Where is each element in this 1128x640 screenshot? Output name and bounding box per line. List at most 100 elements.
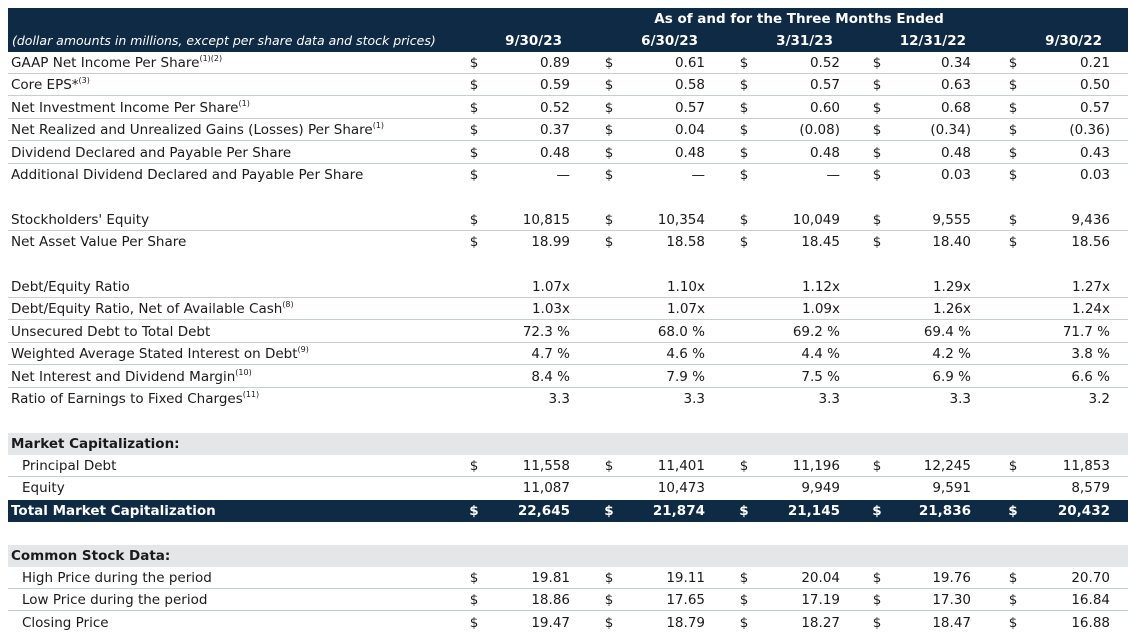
value-cell: 17.65 [666,592,705,609]
value-cell: 7.5 % [801,368,840,385]
section-header-market-cap: Market Capitalization: [8,433,1128,455]
value-cell: 0.43 [1079,144,1110,161]
currency-symbol: $ [739,122,749,139]
table-row: Debt/Equity Ratio, Net of Available Cash… [8,298,1128,321]
row-label-text: Debt/Equity Ratio [11,279,130,295]
value-cell: 1.12x [801,279,840,295]
currency-symbol: $ [739,503,749,519]
value-cell: 4.6 % [666,346,705,363]
row-label: Ratio of Earnings to Fixed Charges(11) [11,391,259,408]
row-label: Market Capitalization: [11,436,180,452]
currency-symbol: $ [872,122,882,139]
row-label-text: Equity [22,480,65,497]
value-cell: 4.2 % [932,346,971,363]
value-cell: 11,087 [522,480,570,497]
table-row: Unsecured Debt to Total Debt 72.3 % 68.0 %… [8,321,1128,343]
value-cell: 3.3 [949,391,971,407]
table-row: Ratio of Earnings to Fixed Charges(11) 3.… [8,388,1128,410]
currency-symbol: $ [872,592,882,609]
row-label-text: High Price during the period [22,570,212,586]
currency-symbol: $ [872,144,882,161]
currency-symbol: $ [604,234,614,251]
value-cell: 20.04 [801,570,840,586]
value-cell: 0.48 [674,144,705,161]
currency-symbol: $ [872,77,882,94]
currency-symbol: $ [604,503,614,519]
currency-symbol: $ [604,144,614,161]
currency-symbol: $ [1008,614,1018,631]
row-label: Additional Dividend Declared and Payable… [11,167,363,183]
value-cell: 1.09x [801,301,840,318]
value-cell: 8,579 [1071,480,1110,497]
value-cell: 22,645 [517,503,570,519]
row-label: Stockholders' Equity [11,212,149,228]
value-cell: 0.58 [674,77,705,94]
period-header: 12/31/22 [899,33,966,49]
table-row: Equity 11,087 10,473 9,949 9,591 8,579 [8,477,1128,499]
row-label: GAAP Net Income Per Share(1)(2) [11,55,222,72]
row-label: Debt/Equity Ratio [11,279,130,295]
value-cell: 69.4 % [923,323,971,340]
value-cell: 0.60 [809,99,840,116]
currency-symbol: $ [872,234,882,251]
currency-symbol: $ [469,122,479,139]
currency-symbol: $ [1008,77,1018,94]
value-cell: — [691,167,706,183]
row-label: Unsecured Debt to Total Debt [11,324,210,340]
value-cell: 0.59 [539,77,570,94]
row-label-text: Total Market Capitalization [11,503,216,519]
value-cell: 0.21 [1079,55,1110,71]
row-label-text: Core EPS* [11,77,79,94]
row-label-text: Market Capitalization: [11,436,180,452]
currency-symbol: $ [739,144,749,161]
period-span-title: As of and for the Three Months Ended [654,11,944,27]
value-cell: 71.7 % [1062,323,1110,340]
value-cell: 1.10x [666,279,705,295]
row-label-text: Dividend Declared and Payable Per Share [11,144,292,161]
row-label: High Price during the period [22,570,212,586]
row-label: Net Asset Value Per Share [11,234,186,250]
value-cell: 0.03 [1079,167,1110,183]
currency-symbol: $ [469,144,479,161]
value-cell: 9,591 [932,480,971,497]
value-cell: 0.34 [940,55,971,71]
value-cell: 0.63 [940,77,971,94]
value-cell: 16.84 [1071,592,1110,609]
value-cell: (0.36) [1069,122,1110,139]
value-cell: 3.8 % [1071,346,1110,363]
currency-symbol: $ [872,212,882,228]
currency-symbol: $ [604,212,614,228]
table-row: Net Interest and Dividend Margin(10) 8.4 … [8,366,1128,388]
table-row: Principal Debt $11,558 $11,401 $11,196 $12,2… [8,455,1128,477]
value-cell: (0.34) [930,122,971,139]
section-header-stock-data: Common Stock Data: [8,545,1128,567]
table-header-band [8,8,1128,52]
table-row: Stockholders' Equity $10,815 $10,354 $10,04… [8,209,1128,231]
value-cell: 1.07x [531,279,570,295]
currency-symbol: $ [1008,122,1018,139]
row-label-text: Net Investment Income Per Share [11,99,239,116]
value-cell: 11,853 [1062,458,1110,474]
currency-symbol: $ [604,122,614,139]
row-label-text: Closing Price [22,614,109,631]
value-cell: 17.30 [932,592,971,609]
value-cell: 21,874 [652,503,705,519]
value-cell: 6.6 % [1071,368,1110,385]
value-cell: 18.58 [666,234,705,251]
currency-symbol: $ [604,592,614,609]
value-cell: 10,815 [522,212,570,228]
value-cell: 3.3 [548,391,570,407]
value-cell: 0.48 [940,144,971,161]
row-label-text: Stockholders' Equity [11,212,150,228]
currency-symbol: $ [1008,503,1018,519]
value-cell: 10,049 [792,212,840,228]
row-label-text: Unsecured Debt to Total Debt [11,323,211,340]
table-row: Closing Price $19.47 $18.79 $18.27 $18.47 $16… [8,612,1128,634]
currency-symbol: $ [739,212,749,228]
value-cell: 1.07x [666,301,705,318]
value-cell: 0.37 [539,122,570,139]
row-label-text: GAAP Net Income Per Share [11,55,200,71]
currency-symbol: $ [872,167,882,183]
value-cell: 18.45 [801,234,840,251]
total-row: Total Market Capitalization $22,645 $21,87… [8,500,1128,522]
